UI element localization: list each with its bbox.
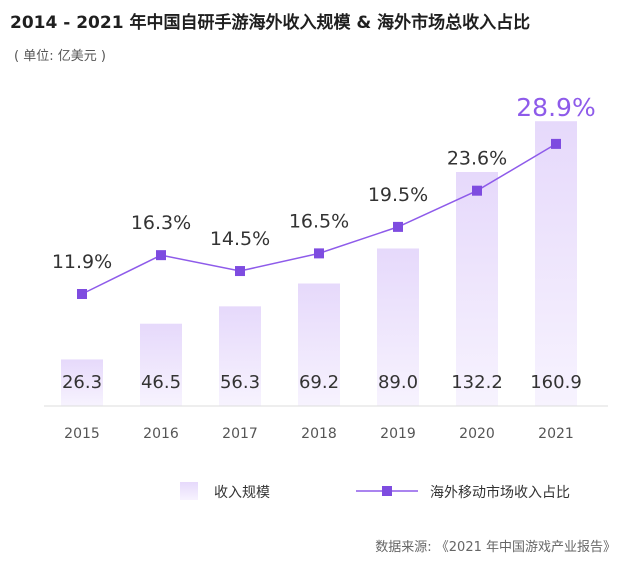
bar-value-labels: 26.3 46.5 56.3 69.2 89.0 132.2 160.9	[62, 372, 582, 393]
pct-marker-2016	[156, 250, 166, 261]
legend-bar-label: 收入规模	[214, 485, 270, 501]
pct-marker-2019	[393, 221, 403, 232]
bar-2020	[456, 172, 498, 406]
pct-label-2019: 19.5%	[368, 184, 428, 206]
legend-bar-swatch	[180, 482, 198, 500]
pct-marker-2015	[77, 289, 87, 299]
bar-series	[61, 121, 577, 406]
pct-marker-2018	[314, 248, 324, 259]
x-tick-2017: 2017	[222, 426, 258, 442]
bar-value-label-2016: 46.5	[141, 372, 181, 393]
bar-2016	[140, 323, 182, 406]
bar-value-label-2021: 160.9	[530, 372, 582, 393]
bar-2019	[377, 248, 419, 406]
pct-label-2016: 16.3%	[131, 212, 191, 234]
percentage-labels: 11.9% 16.3% 14.5% 16.5% 19.5% 23.6% 28.9%	[52, 93, 596, 273]
pct-marker-2020	[472, 185, 482, 196]
bar-2017	[219, 306, 261, 406]
bar-value-label-2015: 26.3	[62, 372, 102, 393]
bar-2021	[535, 121, 577, 406]
legend-line-label: 海外移动市场收入占比	[430, 484, 570, 501]
bar-2015	[61, 359, 103, 406]
pct-marker-2017	[235, 266, 245, 277]
bar-2018	[298, 283, 340, 406]
bar-value-label-2020: 132.2	[451, 372, 503, 393]
legend: 收入规模 海外移动市场收入占比	[180, 482, 570, 501]
pct-label-2018: 16.5%	[289, 210, 349, 232]
chart-unit-subtitle: ( 单位: 亿美元 )	[14, 49, 106, 64]
x-tick-2019: 2019	[380, 426, 416, 442]
pct-label-2015: 11.9%	[52, 251, 112, 273]
pct-label-2020: 23.6%	[447, 148, 507, 170]
legend-line-marker	[382, 486, 392, 496]
bar-value-label-2019: 89.0	[378, 372, 418, 393]
data-source-note: 数据来源: 《2021 年中国游戏产业报告》	[375, 540, 616, 555]
pct-marker-2021	[551, 138, 561, 149]
x-tick-2020: 2020	[459, 426, 495, 442]
chart-title: 2014 - 2021 年中国自研手游海外收入规模 & 海外市场总收入占比	[10, 13, 531, 33]
x-axis-tick-labels: 2015 2016 2017 2018 2019 2020 2021	[64, 426, 574, 442]
x-tick-2015: 2015	[64, 426, 100, 442]
x-tick-2018: 2018	[301, 426, 337, 442]
x-tick-2016: 2016	[143, 426, 179, 442]
pct-label-2017: 14.5%	[210, 228, 270, 250]
x-tick-2021: 2021	[538, 426, 574, 442]
percentage-markers	[77, 138, 561, 299]
bar-value-label-2017: 56.3	[220, 372, 260, 393]
pct-label-2021: 28.9%	[516, 93, 595, 122]
bar-value-label-2018: 69.2	[299, 372, 339, 393]
